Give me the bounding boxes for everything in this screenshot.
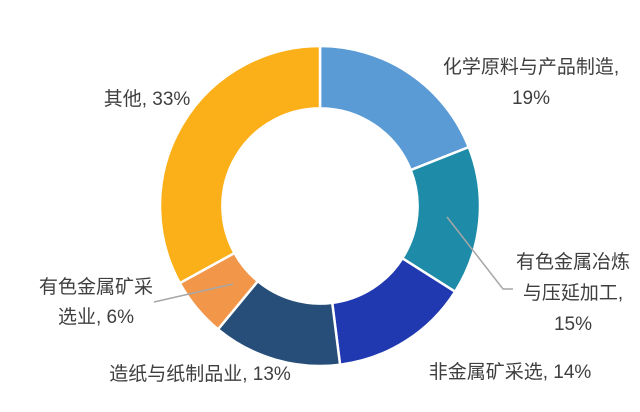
donut-segments <box>158 44 482 368</box>
label-nonmetal-mining: 非金属矿采选, 14% <box>428 362 592 383</box>
label-paper-products: 造纸与纸制品业, 13% <box>109 364 291 385</box>
label-nonferrous-smelting-line3: 15% <box>553 314 593 335</box>
label-nonferrous-mining-line2: 选业, 6% <box>57 307 135 328</box>
label-chemical-raw-materials: 化学原料与产品制造, 19% <box>401 52 640 114</box>
label-other: 其他, 33% <box>103 89 191 110</box>
label-nonferrous-smelting: 有色金属冶炼 与压延加工, 15% <box>443 247 640 340</box>
label-nonferrous-smelting-line1: 有色金属冶炼 <box>515 252 630 273</box>
label-nonferrous-mining-line1: 有色金属矿采 <box>38 277 153 298</box>
label-chemical-raw-materials-line1: 化学原料与产品制造, <box>442 57 620 78</box>
donut-segment-其他 <box>158 44 322 285</box>
label-chemical-raw-materials-line2: 19% <box>511 88 551 109</box>
leader-line-nonferrous-smelting <box>446 216 513 290</box>
leader-line-nonferrous-mining <box>153 283 234 303</box>
label-nonferrous-smelting-line2: 与压延加工, <box>522 283 624 304</box>
label-nonferrous-mining: 有色金属矿采 选业, 6% <box>0 273 226 333</box>
